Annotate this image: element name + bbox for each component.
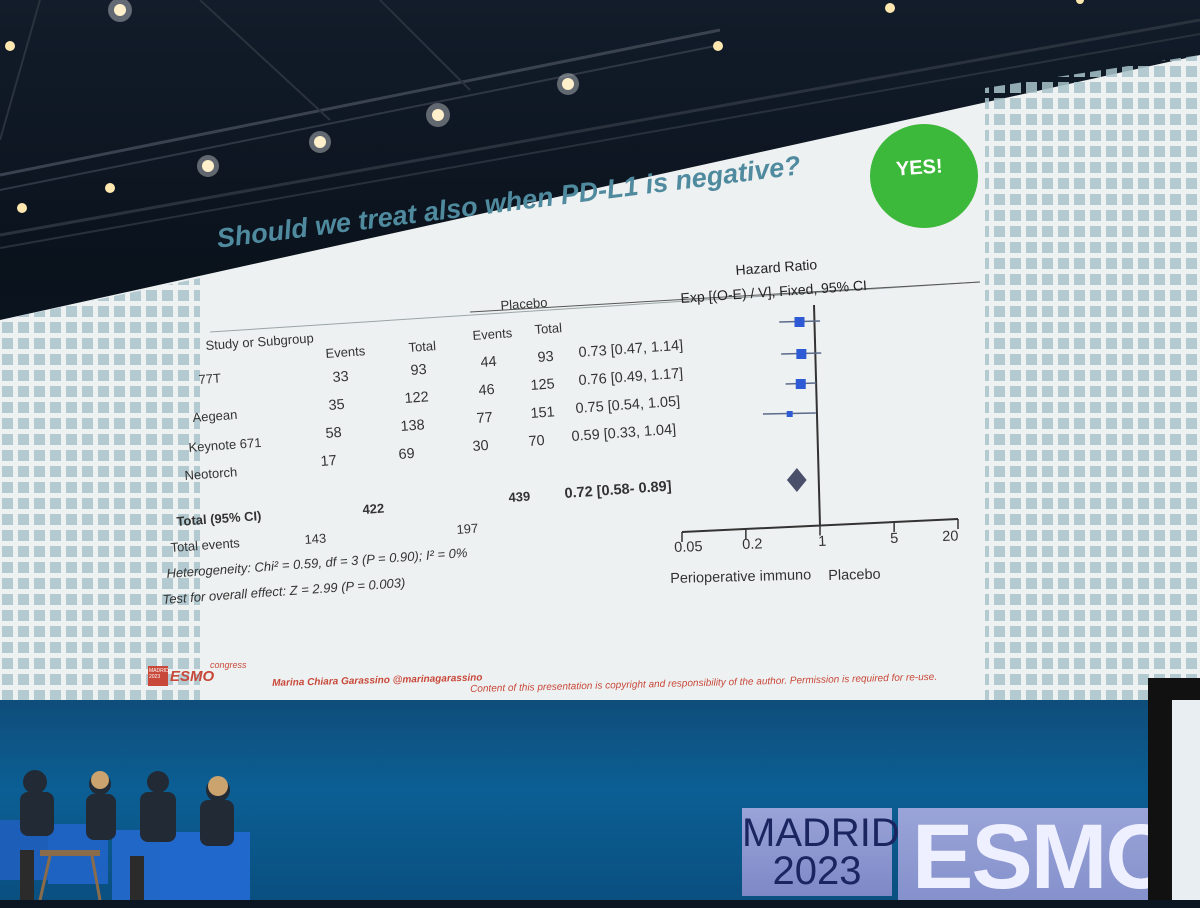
axis-tick-label: 0.2 xyxy=(742,536,763,553)
forest-pooled-diamond xyxy=(786,468,807,492)
lighting-truss xyxy=(0,0,1200,249)
forest-study-marker xyxy=(786,411,793,417)
axis-tick-label: 5 xyxy=(890,530,899,547)
panel-speakers xyxy=(0,770,250,900)
logo-year: 2023 xyxy=(149,674,161,680)
axis-tick-label: 20 xyxy=(942,528,959,545)
esmo-congress-logo: MADRID 2023 ESMO congress xyxy=(148,660,247,686)
forest-study-marker xyxy=(796,349,807,359)
side-monitor-screen xyxy=(1172,700,1200,900)
banner-year: 2023 xyxy=(772,849,862,893)
logo-brand: ESMO xyxy=(170,668,215,685)
favours-right-label: Placebo xyxy=(828,566,881,584)
axis-tick-label: 0.05 xyxy=(674,539,703,556)
logo-suffix: congress xyxy=(210,660,247,670)
forest-study-marker xyxy=(795,379,806,389)
forest-study-marker xyxy=(794,317,805,327)
banner-city: MADRID xyxy=(742,811,900,855)
forest-null-line xyxy=(813,304,821,526)
axis-tick-label: 1 xyxy=(818,533,827,550)
madrid-banner: MADRID 2023 xyxy=(742,808,900,896)
esmo-banner-text: ESMO xyxy=(912,806,1177,908)
esmo-banner-block xyxy=(898,808,1158,900)
yes-badge-circle xyxy=(870,124,978,228)
logo-city: MADRID xyxy=(149,668,169,674)
